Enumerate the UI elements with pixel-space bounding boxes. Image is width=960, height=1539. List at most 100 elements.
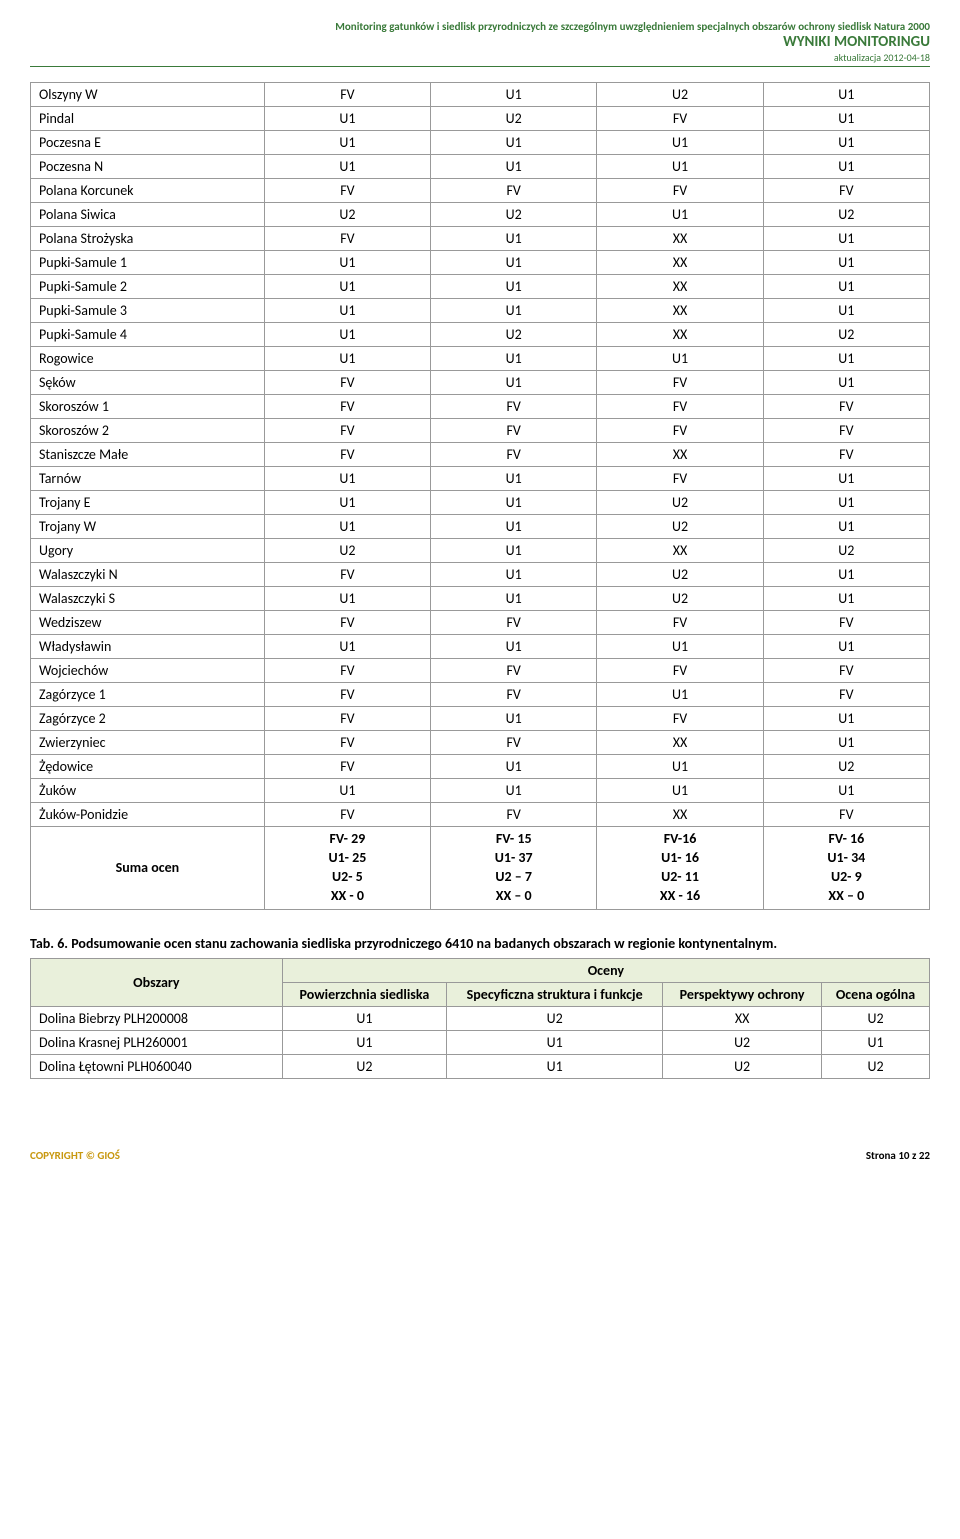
row-name: Trojany E [31,491,265,515]
cell-value: FV [597,611,763,635]
table-row: Polana SiwicaU2U2U1U2 [31,203,930,227]
table-row: UgoryU2U1XXU2 [31,539,930,563]
cell-value: U1 [431,515,597,539]
cell-value: U1 [597,683,763,707]
cell-value: U1 [763,515,929,539]
sum-label: Suma ocen [31,827,265,910]
cell-value: U1 [431,299,597,323]
cell-value: FV [763,611,929,635]
row-name: Skoroszów 2 [31,419,265,443]
cell-value: U1 [597,155,763,179]
table-row: Skoroszów 2FVFVFVFV [31,419,930,443]
cell-value: XX [597,227,763,251]
table-row: Dolina Krasnej PLH260001U1U1U2U1 [31,1030,930,1054]
cell-value: FV [264,83,430,107]
table-row: WedziszewFVFVFVFV [31,611,930,635]
row-name: Dolina Biebrzy PLH200008 [31,1006,283,1030]
cell-value: U1 [597,779,763,803]
cell-value: U1 [431,155,597,179]
table-row: Walaszczyki SU1U1U2U1 [31,587,930,611]
table-row: Pupki-Samule 2U1U1XXU1 [31,275,930,299]
cell-value: U2 [663,1030,822,1054]
table-row: Żuków-PonidzieFVFVXXFV [31,803,930,827]
cell-value: XX [597,299,763,323]
row-name: Żuków [31,779,265,803]
cell-value: FV [431,731,597,755]
cell-value: U1 [763,299,929,323]
cell-value: U1 [431,491,597,515]
cell-value: FV [431,395,597,419]
row-name: Sęków [31,371,265,395]
cell-value: U1 [431,227,597,251]
cell-value: U1 [264,107,430,131]
sum-cell: FV- 29U1- 25U2- 5XX - 0 [264,827,430,910]
cell-value: U2 [597,515,763,539]
row-name: Staniszcze Małe [31,443,265,467]
table-row: ŻędowiceFVU1U1U2 [31,755,930,779]
table-row: Poczesna NU1U1U1U1 [31,155,930,179]
cell-value: FV [431,419,597,443]
cell-value: FV [763,803,929,827]
cell-value: U1 [447,1054,663,1078]
row-name: Wedziszew [31,611,265,635]
row-name: Pupki-Samule 4 [31,323,265,347]
cell-value: U1 [431,371,597,395]
cell-value: U1 [282,1006,446,1030]
cell-value: FV [597,707,763,731]
cell-value: FV [763,659,929,683]
cell-value: U1 [763,107,929,131]
cell-value: XX [663,1006,822,1030]
row-name: Wojciechów [31,659,265,683]
sum-cell: FV-16U1- 16U2- 11XX - 16 [597,827,763,910]
table-row: Trojany WU1U1U2U1 [31,515,930,539]
cell-value: FV [763,683,929,707]
table-row: Zagórzyce 2FVU1FVU1 [31,707,930,731]
cell-value: U1 [763,491,929,515]
cell-value: U1 [431,707,597,731]
cell-value: FV [431,179,597,203]
row-name: Tarnów [31,467,265,491]
cell-value: U1 [431,275,597,299]
cell-value: U1 [763,563,929,587]
cell-value: FV [264,371,430,395]
cell-value: U1 [763,227,929,251]
page-header: Monitoring gatunków i siedlisk przyrodni… [30,20,930,64]
cell-value: U2 [763,203,929,227]
row-name: Walaszczyki N [31,563,265,587]
cell-value: U1 [597,131,763,155]
cell-value: XX [597,803,763,827]
cell-value: XX [597,443,763,467]
cell-value: U1 [431,539,597,563]
cell-value: U1 [763,155,929,179]
copyright: COPYRIGHT © GIOŚ [30,1149,120,1162]
cell-value: U2 [447,1006,663,1030]
cell-value: U1 [431,563,597,587]
table-row: Pupki-Samule 3U1U1XXU1 [31,299,930,323]
cell-value: U2 [597,563,763,587]
cell-value: U2 [763,539,929,563]
cell-value: U1 [282,1030,446,1054]
table-row: Dolina Biebrzy PLH200008U1U2XXU2 [31,1006,930,1030]
table-row: ŻukówU1U1U1U1 [31,779,930,803]
col-oceny: Oceny [282,958,929,982]
cell-value: FV [264,395,430,419]
cell-value: FV [597,419,763,443]
header-line2: WYNIKI MONITORINGU [30,33,930,51]
table-row: TarnówU1U1FVU1 [31,467,930,491]
page-number: Strona 10 z 22 [866,1149,930,1162]
cell-value: U1 [763,371,929,395]
table-row: Staniszcze MałeFVFVXXFV [31,443,930,467]
row-name: Ugory [31,539,265,563]
cell-value: U1 [763,779,929,803]
row-name: Zagórzyce 1 [31,683,265,707]
cell-value: FV [597,179,763,203]
sum-cell: FV- 15U1- 37U2 – 7XX – 0 [431,827,597,910]
table-row: Walaszczyki NFVU1U2U1 [31,563,930,587]
cell-value: U1 [431,635,597,659]
cell-value: U1 [431,467,597,491]
cell-value: XX [597,731,763,755]
cell-value: U1 [763,251,929,275]
cell-value: FV [264,707,430,731]
cell-value: FV [264,443,430,467]
cell-value: U1 [597,203,763,227]
